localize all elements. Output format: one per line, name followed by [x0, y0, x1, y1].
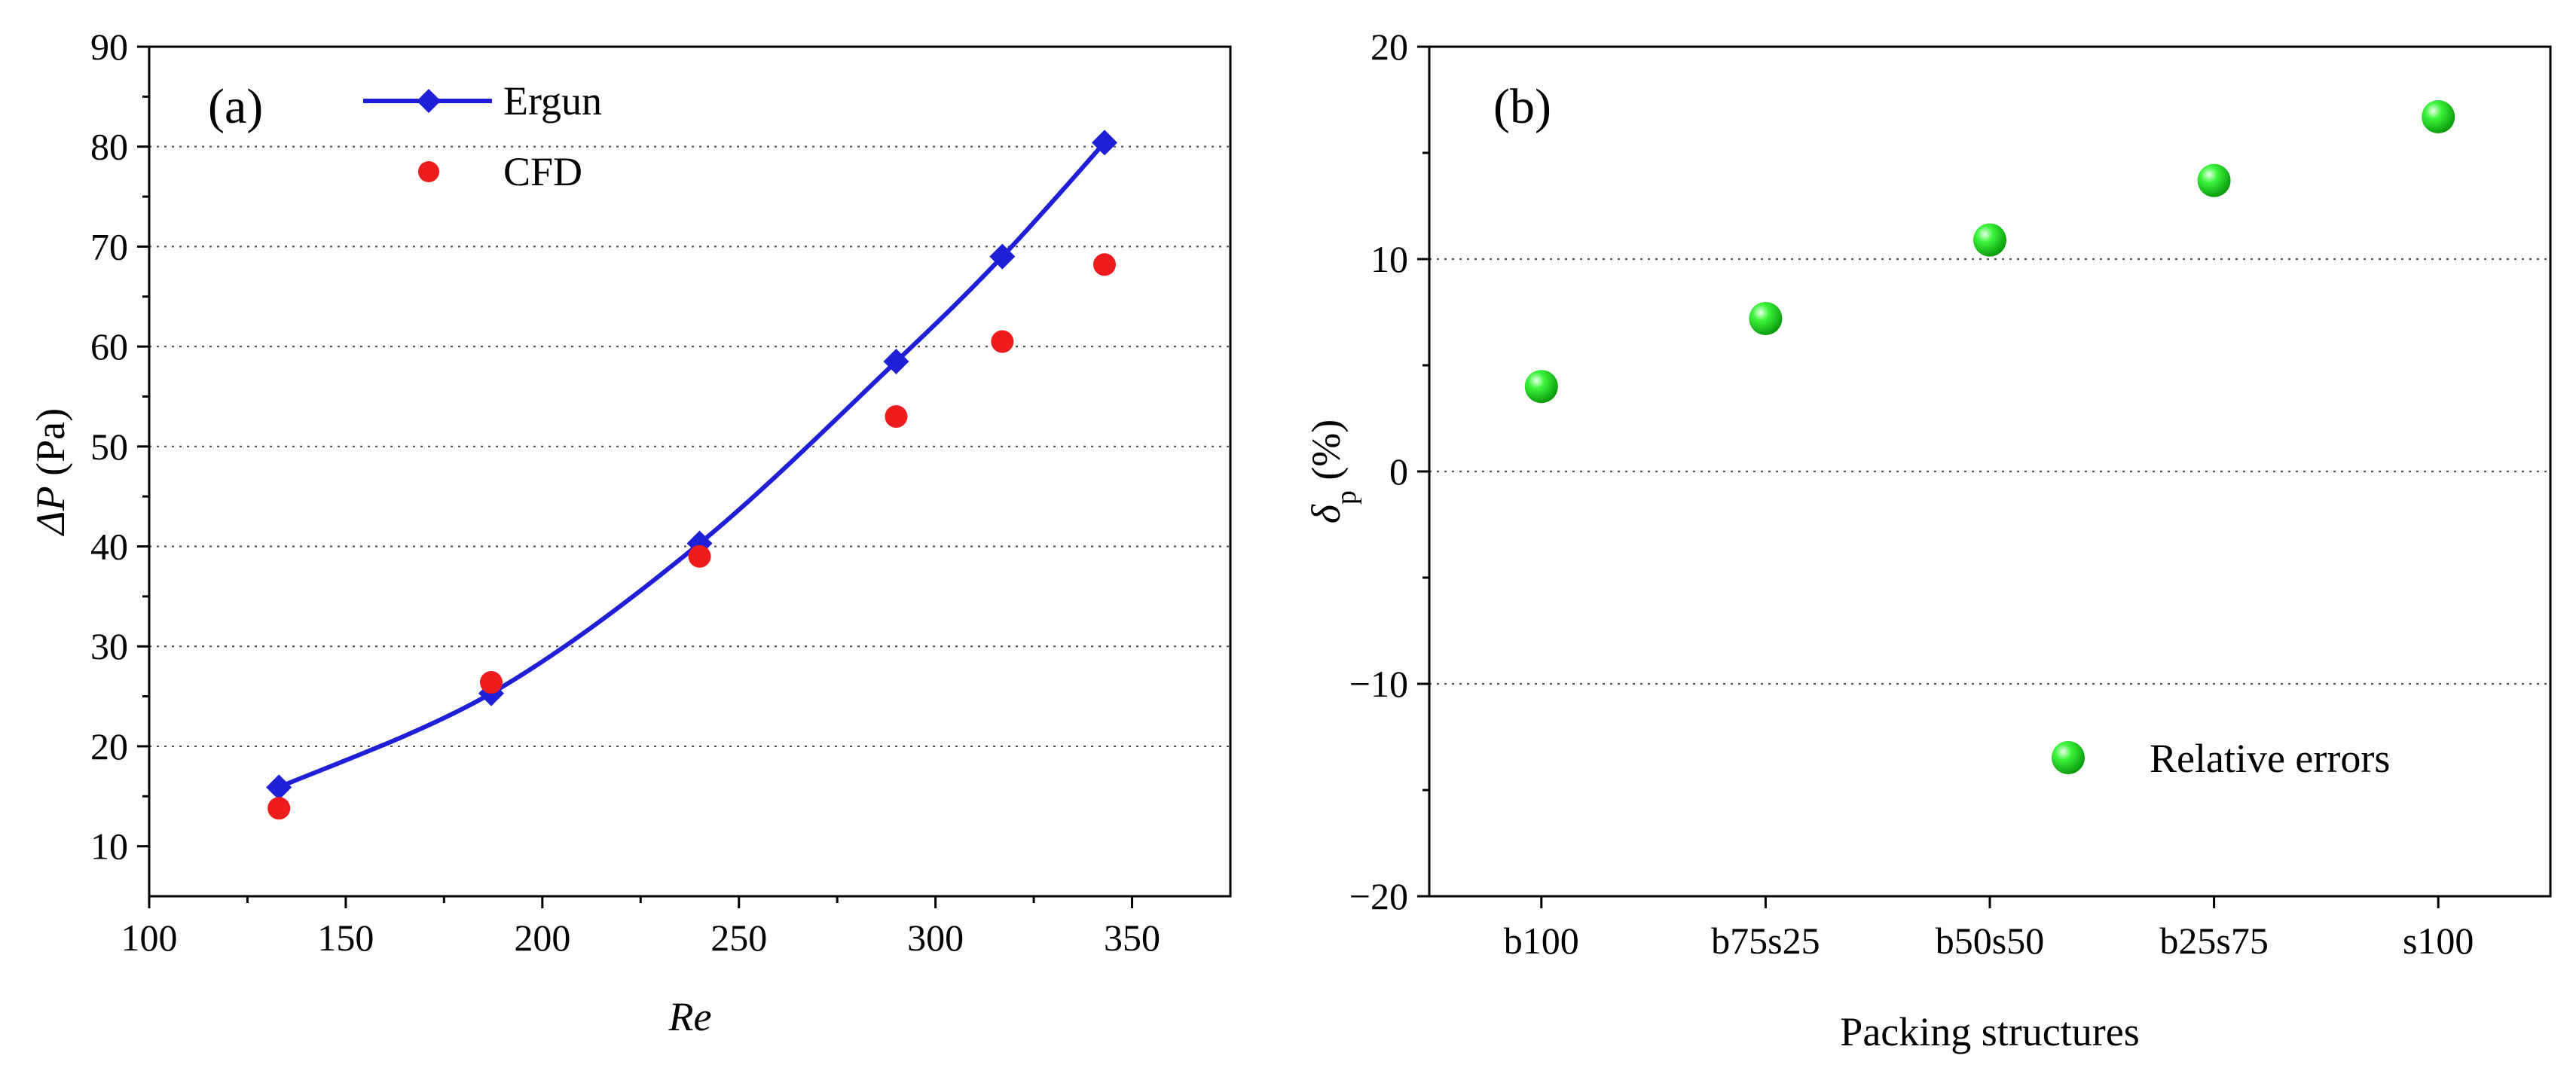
panel-a-y-tick-label: 90 [90, 26, 128, 68]
panel-a: 100 150 200 250 300 350 10 20 30 40 50 60 70 80 90 (a)… [28, 26, 1232, 1039]
panel-b-ticks: b100 b75s25 b50s50 b25s75 s100 −20 −10 0 10 20 [1349, 26, 2474, 962]
ergun-point [1092, 130, 1118, 156]
panel-a-gridlines [149, 145, 1230, 748]
panel-b-x-tick-label: b75s25 [1711, 920, 1820, 962]
relative-error-point [2422, 100, 2455, 134]
relative-error-point [2197, 163, 2231, 197]
panel-b-y-tick-label: −10 [1349, 663, 1408, 705]
panel-a-x-tick-label: 350 [1104, 917, 1160, 959]
panel-b-y-axis-title: δp (%) [1303, 419, 1362, 524]
panel-b-series [1524, 100, 2455, 404]
panel-b-x-tick-label: b25s75 [2159, 920, 2268, 962]
panel-a-x-tick-label: 300 [907, 917, 964, 959]
panel-a-plot-frame [148, 45, 1232, 898]
legend-cfd-label: CFD [503, 149, 582, 194]
legend-ergun-label: Ergun [503, 78, 602, 124]
panel-b-y-tick-label: 20 [1371, 26, 1408, 68]
panel-b-label: (b) [1493, 79, 1551, 134]
panel-b-x-tick-label: b100 [1504, 920, 1579, 962]
relative-error-point [1973, 223, 2006, 257]
panel-a-x-axis-title: Re [668, 994, 712, 1039]
panel-a-y-tick-label: 40 [90, 526, 128, 568]
panel-a-y-tick-label: 60 [90, 325, 128, 368]
panel-b-x-tick-label: s100 [2403, 920, 2474, 962]
relative-error-point [1749, 301, 1783, 335]
panel-a-y-tick-label: 80 [90, 126, 128, 168]
panel-a-legend: Ergun CFD [363, 78, 602, 194]
panel-b-x-axis-title: Packing structures [1840, 1009, 2139, 1054]
panel-a-y-axis-title: ΔP (Pa) [28, 408, 73, 536]
panel-b-legend: Relative errors [2052, 736, 2390, 781]
panel-b-y-tick-label: −20 [1349, 875, 1408, 917]
panel-a-x-tick-label: 150 [317, 917, 374, 959]
panel-a-x-tick-label: 250 [710, 917, 767, 959]
legend-relative-errors-marker [2052, 741, 2085, 774]
panel-a-x-tick-label: 100 [121, 917, 178, 959]
panel-a-ticks: 100 150 200 250 300 350 10 20 30 40 50 60 70 80 90 [90, 26, 1160, 959]
legend-cfd-marker [418, 161, 439, 182]
ergun-point [266, 774, 292, 801]
panel-b-gridlines [1429, 258, 2550, 685]
panel-a-label: (a) [208, 79, 263, 134]
cfd-point [267, 797, 291, 820]
panel-a-y-tick-label: 50 [90, 426, 128, 468]
panel-a-y-tick-label: 20 [90, 725, 128, 767]
panel-a-y-tick-label: 30 [90, 625, 128, 667]
panel-b-x-tick-label: b50s50 [1936, 920, 2044, 962]
legend-ergun-marker [417, 89, 441, 113]
panel-a-series [266, 130, 1118, 820]
cfd-point [991, 330, 1014, 353]
panel-b: b100 b75s25 b50s50 b25s75 s100 −20 −10 0 10 20 (b… [1303, 26, 2552, 1054]
cfd-point [885, 405, 908, 429]
panel-b-y-tick-label: 10 [1371, 238, 1408, 280]
panel-a-y-tick-label: 10 [90, 825, 128, 868]
cfd-point [688, 545, 711, 568]
panel-a-y-tick-label: 70 [90, 225, 128, 267]
ergun-point [883, 349, 909, 375]
cfd-point [479, 671, 503, 694]
relative-error-point [1524, 370, 1558, 404]
panel-a-x-tick-label: 200 [514, 917, 570, 959]
ergun-curve [277, 141, 1107, 790]
ergun-point [989, 243, 1016, 270]
panel-b-y-tick-label: 0 [1389, 450, 1408, 493]
cfd-point [1093, 253, 1117, 276]
legend-relative-errors-label: Relative errors [2150, 736, 2390, 781]
